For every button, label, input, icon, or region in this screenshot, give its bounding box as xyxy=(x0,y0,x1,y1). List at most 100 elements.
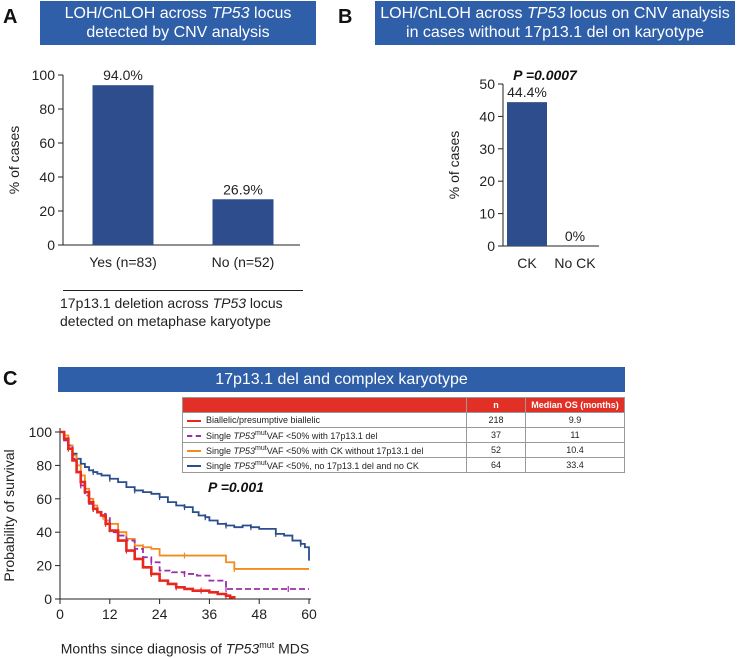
panel-b-title-pre: LOH/CnLOH across xyxy=(380,5,527,22)
panel-c-xlabel-post: MDS xyxy=(274,640,310,657)
panel-a-caption: 17p13.1 deletion across TP53 locus detec… xyxy=(60,294,315,330)
legend-series-name: Single TP53mutVAF <50% with 17p13.1 del xyxy=(182,427,467,443)
panel-c-x-tick-label: 12 xyxy=(102,606,118,622)
legend-line-swatch xyxy=(187,465,201,468)
panel-a-bar xyxy=(212,199,274,245)
panel-b-title-post: locus on CNV analysis xyxy=(565,5,730,22)
panel-a-letter: A xyxy=(3,6,18,28)
legend-line-swatch xyxy=(187,450,201,453)
panel-b-y-tick-label: 50 xyxy=(479,76,495,92)
legend-row: Single TP53mutVAF <50% with CK without 1… xyxy=(182,442,625,458)
panel-a-title-line2: detected by CNV analysis xyxy=(86,24,270,41)
panel-a-title-banner: LOH/CnLOH across TP53 locus detected by … xyxy=(40,1,316,45)
panel-b-letter: B xyxy=(338,6,353,28)
panel-c-x-tick-label: 36 xyxy=(202,606,218,622)
legend-name-sup: mut xyxy=(255,459,267,467)
legend-n-value: 52 xyxy=(466,442,526,458)
legend-name-text: Single xyxy=(206,430,234,441)
panel-c-p-value: P =0.001 xyxy=(208,479,264,495)
legend-header-median: Median OS (months) xyxy=(525,397,625,413)
panel-c-y-axis-label: Probability of survival xyxy=(1,449,17,581)
legend-name-suffix: VAF <50% with 17p13.1 del xyxy=(266,430,378,441)
panel-c-y-tick-label: 80 xyxy=(36,457,52,473)
panel-c-y-tick-label: 60 xyxy=(36,491,52,507)
legend-name-suffix: VAF <50%, no 17p13.1 del and no CK xyxy=(266,460,419,471)
panel-b-title-banner: LOH/CnLOH across TP53 locus on CNV analy… xyxy=(375,1,735,45)
panel-b-p-value: P =0.0007 xyxy=(513,67,578,83)
legend-name-text: Single xyxy=(206,445,234,456)
panel-a-y-tick-label: 80 xyxy=(39,101,55,117)
panel-b-y-axis-label: % of cases xyxy=(446,131,462,199)
panel-b-title-gene: TP53 xyxy=(526,5,566,22)
legend-row: Single TP53mutVAF <50% with 17p13.1 del 3… xyxy=(182,427,625,443)
legend-name-gene: TP53 xyxy=(233,460,256,471)
panel-a-bar-chart: 0 20 40 60 80 100 % of cases 94.0% Yes (n=83) 26.… xyxy=(6,67,300,270)
panel-c-xlabel-sup: mut xyxy=(259,640,275,650)
legend-series-name: Single TP53mutVAF <50% with CK without 1… xyxy=(182,442,467,458)
panel-c-xlabel: Months since diagnosis of TP53mut MDS xyxy=(20,636,350,658)
legend-line-swatch xyxy=(187,419,201,422)
panel-c-xlabel-gene: TP53 xyxy=(225,640,260,657)
panel-b-data-label: 44.4% xyxy=(507,84,547,100)
panel-c-title: 17p13.1 del and complex karyotype xyxy=(215,371,468,388)
panel-a-y-tick-label: 0 xyxy=(47,237,55,253)
panel-b-y-tick-label: 30 xyxy=(479,141,495,157)
panel-b-data-label: 0% xyxy=(565,228,585,244)
panel-a-caption-line2: detected on metaphase karyotype xyxy=(60,313,271,329)
panel-a-data-label: 94.0% xyxy=(103,67,143,83)
legend-name-gene: TP53 xyxy=(233,445,256,456)
legend-median-os-value: 9.9 xyxy=(525,412,625,428)
legend-name-suffix: VAF <50% with CK without 17p13.1 del xyxy=(266,445,424,456)
panel-a-caption-post: locus xyxy=(246,295,283,311)
panel-b-y-tick-label: 0 xyxy=(487,238,495,254)
panel-a-caption-gene: TP53 xyxy=(212,295,247,311)
panel-b-y-tick-label: 40 xyxy=(479,108,495,124)
panel-a-y-tick-label: 60 xyxy=(39,135,55,151)
panel-b-bar xyxy=(507,102,547,246)
legend-series-name: Biallelic/presumptive biallelic xyxy=(182,412,467,428)
legend-header-group xyxy=(182,397,467,413)
legend-name-sup: mut xyxy=(255,444,267,452)
survival-legend-table: n Median OS (months) Biallelic/presumpti… xyxy=(182,397,625,473)
panel-c-series-line xyxy=(60,431,310,561)
panel-a-caption-rule xyxy=(63,290,303,291)
panel-b-y-tick-label: 20 xyxy=(479,173,495,189)
panel-b-category-label: CK xyxy=(517,255,537,271)
panel-c-y-tick-label: 40 xyxy=(36,524,52,540)
legend-name-text: Single xyxy=(206,460,234,471)
panel-c-title-banner: 17p13.1 del and complex karyotype xyxy=(58,367,625,392)
panel-c-y-tick-label: 20 xyxy=(36,558,52,574)
panel-c-y-tick-label: 100 xyxy=(29,424,53,440)
panel-c-xlabel-pre: Months since diagnosis of xyxy=(60,640,226,657)
panel-b-bar-chart: 0 10 20 30 40 50 % of cases 44.4% CK 0% No CK P =0.… xyxy=(446,67,599,271)
panel-c-x-tick-label: 0 xyxy=(56,606,64,622)
panel-c-x-tick-label: 24 xyxy=(152,606,168,622)
panel-a-caption-pre: 17p13.1 deletion across xyxy=(60,295,213,311)
panel-a-y-tick-label: 20 xyxy=(39,203,55,219)
legend-median-os-value: 10.4 xyxy=(525,442,625,458)
panel-a-title-gene: TP53 xyxy=(211,5,250,22)
panel-c-letter: C xyxy=(3,368,18,390)
legend-median-os-value: 11 xyxy=(525,427,625,443)
panel-b-y-tick-label: 10 xyxy=(479,206,495,222)
panel-c-x-tick-label: 48 xyxy=(251,606,267,622)
panel-a-y-tick-label: 40 xyxy=(39,169,55,185)
panel-a-data-label: 26.9% xyxy=(223,181,263,197)
panel-b-category-label: No CK xyxy=(554,255,596,271)
legend-name-gene: TP53 xyxy=(233,430,256,441)
panel-a-category-label: No (n=52) xyxy=(212,254,275,270)
legend-n-value: 37 xyxy=(466,427,526,443)
panel-a-category-label: Yes (n=83) xyxy=(89,254,157,270)
legend-row: Single TP53mutVAF <50%, no 17p13.1 del a… xyxy=(182,457,625,473)
panel-a-bar xyxy=(92,85,154,245)
legend-n-value: 218 xyxy=(466,412,526,428)
panel-a-title-pre: LOH/CnLOH across xyxy=(64,5,212,22)
panel-c-x-tick-label: 60 xyxy=(301,606,317,622)
legend-series-name: Single TP53mutVAF <50%, no 17p13.1 del a… xyxy=(182,457,467,473)
legend-line-swatch xyxy=(187,435,201,438)
legend-name-sup: mut xyxy=(255,429,267,437)
panel-a-y-tick-label: 100 xyxy=(32,67,56,83)
panel-c-series-line xyxy=(60,430,236,599)
legend-row: Biallelic/presumptive biallelic 218 9.9 xyxy=(182,412,625,428)
legend-header-row: n Median OS (months) xyxy=(182,397,625,413)
